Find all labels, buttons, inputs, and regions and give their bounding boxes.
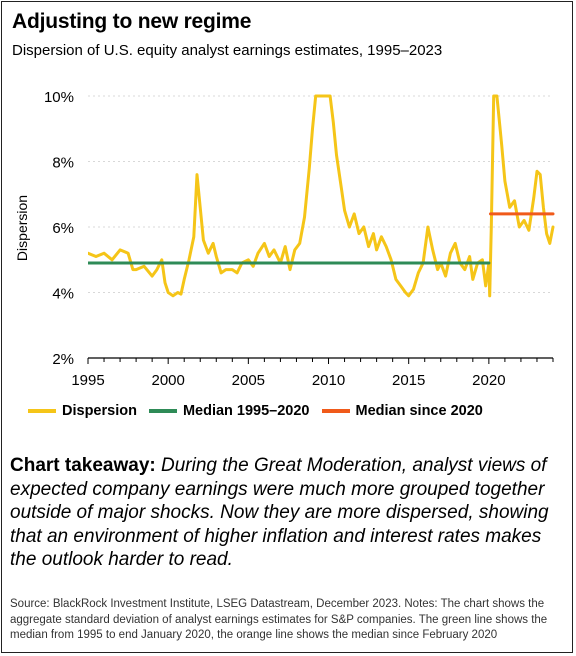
legend-label-dispersion: Dispersion	[62, 403, 137, 419]
y-tick-label: 4%	[52, 286, 74, 303]
legend-swatch-median-since-2020	[321, 409, 350, 413]
legend-swatch-dispersion	[28, 409, 56, 413]
x-tick-label: 2005	[232, 372, 265, 389]
y-tick-label: 8%	[52, 155, 74, 172]
takeaway-lead: Chart takeaway:	[10, 455, 156, 476]
chart-takeaway: Chart takeaway: During the Great Moderat…	[10, 454, 566, 572]
legend-item-median-since-2020: Median since 2020	[321, 403, 483, 419]
chart-title: Adjusting to new regime	[12, 10, 252, 33]
y-tick-label: 2%	[52, 351, 74, 368]
x-tick-label: 2015	[392, 372, 425, 389]
takeaway-body: During the Great Moderation, analyst vie…	[10, 455, 549, 570]
legend-item-median-1995-2020: Median 1995–2020	[148, 403, 310, 419]
y-tick-label: 10%	[44, 89, 74, 106]
line-chart: 2% 4% 6% 8% 10% 1995 2000 2005 2010 2015 2020 Disp…	[14, 89, 555, 389]
x-tick-label: 2000	[151, 372, 184, 389]
source-note: Source: BlackRock Investment Institute, …	[10, 598, 548, 641]
x-tick-label: 2010	[312, 372, 345, 389]
legend-item-dispersion: Dispersion	[28, 403, 137, 419]
legend-swatch-median-1995-2020	[148, 409, 177, 413]
chart-subtitle: Dispersion of U.S. equity analyst earnin…	[12, 42, 443, 59]
y-axis-label: Dispersion	[14, 195, 30, 261]
y-tick-label: 6%	[52, 220, 74, 237]
series-layer	[88, 94, 555, 298]
legend-label-median-1995-2020: Median 1995–2020	[182, 403, 310, 419]
legend-label-median-since-2020: Median since 2020	[355, 403, 483, 419]
axes: 2% 4% 6% 8% 10% 1995 2000 2005 2010 2015 2020	[44, 89, 554, 389]
x-tick-label: 1995	[71, 372, 104, 389]
series-line-dispersion	[88, 94, 555, 298]
x-tick-label: 2020	[472, 372, 505, 389]
chart-legend: Dispersion Median 1995–2020 Median since…	[28, 403, 568, 419]
